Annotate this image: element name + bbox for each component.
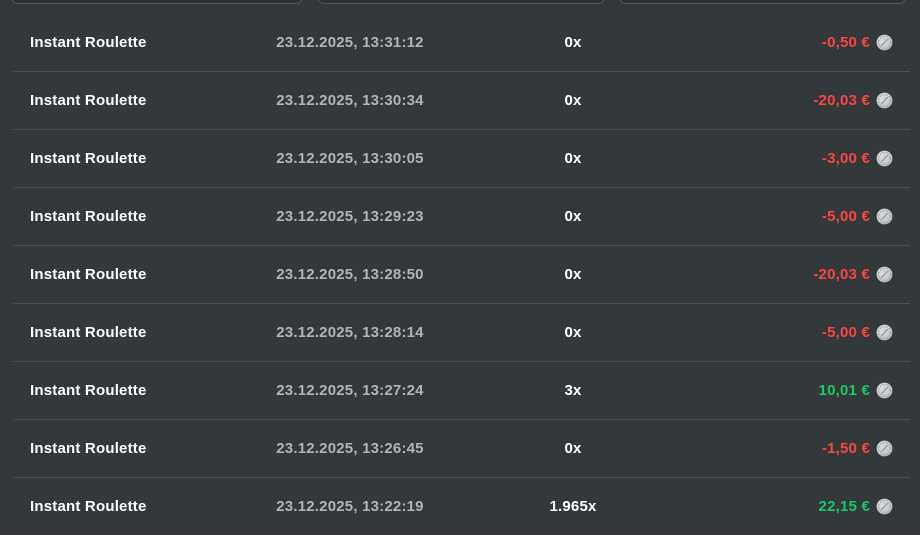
game-amount: -3,00 €	[822, 150, 893, 167]
game-amount: 22,15 €	[819, 498, 893, 515]
row-divider	[13, 361, 910, 362]
table-row[interactable]: Instant Roulette 23.12.2025, 13:28:14 0x…	[0, 304, 920, 361]
amount-value: 10,01 €	[818, 382, 870, 399]
coin-icon	[876, 208, 893, 225]
game-amount: -5,00 €	[822, 208, 893, 225]
game-datetime: 23.12.2025, 13:28:50	[276, 266, 424, 283]
game-datetime: 23.12.2025, 13:22:19	[276, 498, 424, 515]
coin-icon	[876, 498, 893, 515]
game-datetime: 23.12.2025, 13:30:05	[276, 150, 424, 167]
game-multiplier: 0x	[564, 34, 582, 51]
game-name: Instant Roulette	[30, 440, 147, 457]
game-name: Instant Roulette	[30, 208, 147, 225]
game-multiplier: 1.965x	[549, 498, 597, 515]
game-multiplier: 0x	[564, 92, 582, 109]
game-amount: -0,50 €	[822, 34, 893, 51]
game-name: Instant Roulette	[30, 92, 147, 109]
coin-icon	[876, 266, 893, 283]
row-divider	[13, 187, 910, 188]
game-datetime: 23.12.2025, 13:31:12	[276, 34, 424, 51]
coin-icon	[876, 150, 893, 167]
table-row[interactable]: Instant Roulette 23.12.2025, 13:30:34 0x…	[0, 72, 920, 129]
game-amount: -5,00 €	[822, 324, 893, 341]
row-divider	[13, 303, 910, 304]
amount-value: -3,00 €	[821, 150, 870, 167]
filter-bar	[0, 0, 920, 5]
game-name: Instant Roulette	[30, 150, 147, 167]
row-divider	[13, 419, 910, 420]
coin-icon	[876, 34, 893, 51]
table-row[interactable]: Instant Roulette 23.12.2025, 13:29:23 0x…	[0, 188, 920, 245]
amount-value: -20,03 €	[813, 266, 870, 283]
game-amount: -20,03 €	[813, 92, 893, 109]
filter-box-middle[interactable]	[317, 0, 605, 4]
amount-value: -5,00 €	[821, 208, 870, 225]
game-multiplier: 0x	[564, 150, 582, 167]
amount-value: -20,03 €	[813, 92, 870, 109]
game-name: Instant Roulette	[30, 382, 147, 399]
game-amount: 10,01 €	[819, 382, 893, 399]
table-row[interactable]: Instant Roulette 23.12.2025, 13:31:12 0x…	[0, 14, 920, 71]
amount-value: -1,50 €	[821, 440, 870, 457]
game-name: Instant Roulette	[30, 498, 147, 515]
game-datetime: 23.12.2025, 13:27:24	[276, 382, 424, 399]
row-divider	[13, 477, 910, 478]
table-row[interactable]: Instant Roulette 23.12.2025, 13:22:19 1.…	[0, 478, 920, 535]
coin-icon	[876, 324, 893, 341]
table-row[interactable]: Instant Roulette 23.12.2025, 13:27:24 3x…	[0, 362, 920, 419]
game-multiplier: 3x	[564, 382, 582, 399]
game-amount: -20,03 €	[813, 266, 893, 283]
game-datetime: 23.12.2025, 13:26:45	[276, 440, 424, 457]
row-divider	[13, 129, 910, 130]
filter-box-left[interactable]	[11, 0, 303, 4]
game-amount: -1,50 €	[822, 440, 893, 457]
row-divider	[13, 71, 910, 72]
game-datetime: 23.12.2025, 13:30:34	[276, 92, 424, 109]
amount-value: -0,50 €	[821, 34, 870, 51]
row-divider	[13, 245, 910, 246]
table-row[interactable]: Instant Roulette 23.12.2025, 13:30:05 0x…	[0, 130, 920, 187]
amount-value: -5,00 €	[821, 324, 870, 341]
amount-value: 22,15 €	[818, 498, 870, 515]
game-multiplier: 0x	[564, 266, 582, 283]
game-name: Instant Roulette	[30, 266, 147, 283]
table-row[interactable]: Instant Roulette 23.12.2025, 13:26:45 0x…	[0, 420, 920, 477]
coin-icon	[876, 440, 893, 457]
coin-icon	[876, 382, 893, 399]
game-history-table: Instant Roulette 23.12.2025, 13:31:12 0x…	[0, 14, 920, 535]
game-multiplier: 0x	[564, 324, 582, 341]
game-multiplier: 0x	[564, 208, 582, 225]
table-row[interactable]: Instant Roulette 23.12.2025, 13:28:50 0x…	[0, 246, 920, 303]
game-multiplier: 0x	[564, 440, 582, 457]
coin-icon	[876, 92, 893, 109]
game-datetime: 23.12.2025, 13:28:14	[276, 324, 424, 341]
game-name: Instant Roulette	[30, 324, 147, 341]
game-datetime: 23.12.2025, 13:29:23	[276, 208, 424, 225]
game-name: Instant Roulette	[30, 34, 147, 51]
filter-box-right[interactable]	[619, 0, 906, 4]
